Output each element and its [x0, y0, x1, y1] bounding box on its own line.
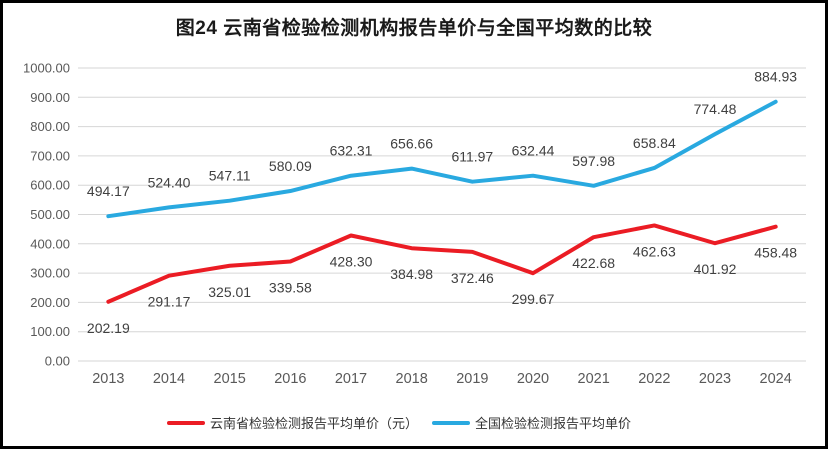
y-axis-tick-label: 0.00	[45, 354, 70, 369]
data-point-label: 401.92	[694, 261, 737, 277]
x-axis-tick-label: 2018	[396, 371, 428, 387]
data-point-label: 325.01	[208, 284, 251, 300]
data-point-label: 422.68	[572, 255, 615, 271]
national-line-swatch	[432, 420, 470, 425]
data-point-label: 339.58	[269, 280, 312, 296]
chart-legend: 云南省检验检测报告平均单价（元） 全国检验检测报告平均单价	[0, 413, 798, 432]
data-point-label: 611.97	[451, 149, 493, 165]
y-axis-tick-label: 600.00	[30, 178, 70, 193]
data-point-label: 428.30	[330, 254, 373, 270]
legend-item-yunnan: 云南省检验检测报告平均单价（元）	[166, 413, 418, 432]
data-point-label: 656.66	[390, 136, 433, 152]
data-point-label: 658.84	[633, 135, 676, 151]
data-point-label: 384.98	[390, 266, 433, 282]
y-axis-tick-label: 1000.00	[23, 61, 70, 76]
data-point-label: 580.09	[269, 158, 312, 174]
x-axis-tick-label: 2020	[517, 371, 549, 387]
x-axis-tick-label: 2017	[335, 371, 367, 387]
data-point-label: 774.48	[694, 101, 737, 117]
x-axis-tick-label: 2022	[638, 371, 670, 387]
y-axis-tick-label: 500.00	[30, 207, 70, 222]
y-axis-tick-label: 200.00	[30, 295, 70, 310]
data-point-label: 291.17	[148, 294, 191, 310]
y-axis-tick-label: 900.00	[30, 90, 70, 105]
x-axis-tick-label: 2014	[153, 371, 185, 387]
y-axis-tick-label: 400.00	[30, 236, 70, 251]
data-point-label: 547.11	[209, 168, 251, 184]
data-point-label: 202.19	[87, 320, 130, 336]
chart-title: 图24 云南省检验检测机构报告单价与全国平均数的比较	[175, 18, 653, 39]
y-axis-tick-label: 100.00	[30, 324, 70, 339]
legend-label-national: 全国检验检测报告平均单价	[475, 416, 632, 431]
data-point-label: 632.31	[330, 143, 373, 159]
data-point-label: 524.40	[148, 174, 191, 190]
x-axis-tick-label: 2013	[92, 371, 124, 387]
series-line-0	[106, 223, 778, 304]
y-axis-tick-label: 800.00	[30, 119, 70, 134]
data-point-label: 462.63	[633, 243, 676, 259]
legend-label-yunnan: 云南省检验检测报告平均单价（元）	[209, 416, 418, 431]
yunnan-line-swatch	[166, 420, 205, 425]
series-line-1	[106, 99, 778, 219]
x-axis-tick-label: 2021	[578, 371, 610, 387]
data-point-label: 597.98	[572, 153, 615, 169]
legend-item-national: 全国检验检测报告平均单价	[432, 413, 631, 432]
y-axis-tick-label: 300.00	[30, 266, 70, 281]
x-axis-tick-label: 2019	[456, 371, 488, 387]
data-point-label: 372.46	[451, 270, 494, 286]
data-point-label: 458.48	[754, 245, 797, 261]
data-point-label: 632.44	[512, 143, 555, 159]
x-axis-tick-label: 2015	[214, 371, 246, 387]
data-point-label: 884.93	[754, 69, 797, 85]
data-point-label: 494.17	[87, 183, 130, 199]
x-axis-tick-label: 2023	[699, 371, 731, 387]
data-point-label: 299.67	[512, 291, 555, 307]
x-axis-tick-label: 2016	[274, 371, 306, 387]
y-axis-tick-label: 700.00	[30, 148, 70, 163]
x-axis-tick-label: 2024	[760, 371, 792, 387]
